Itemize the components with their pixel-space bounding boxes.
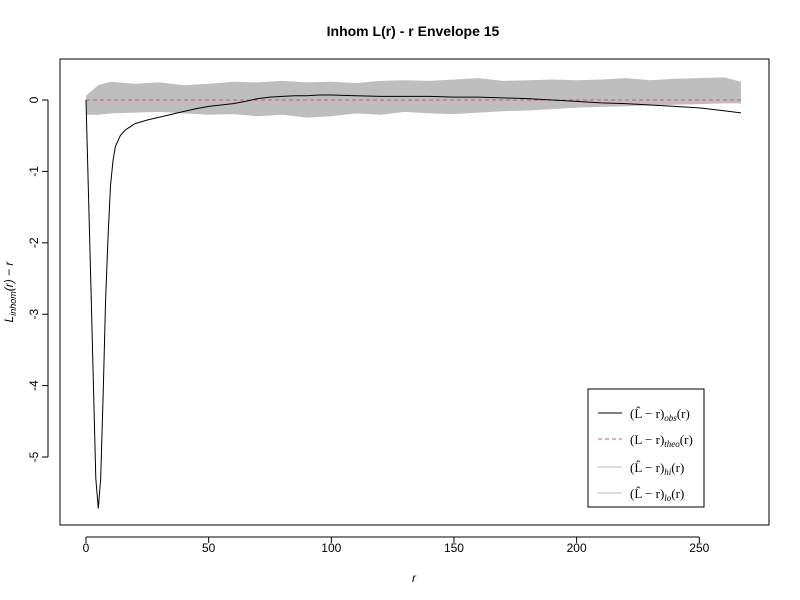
y-axis-label-main: L — [2, 316, 16, 323]
x-tick-label: 150 — [444, 541, 464, 555]
y-axis: 0 -1 -2 -3 -4 -5 — [27, 96, 49, 462]
series-line-hi — [85, 77, 742, 97]
x-tick-label: 250 — [689, 541, 709, 555]
y-tick-label: -1 — [27, 166, 41, 177]
chart-title: Inhom L(r) - r Envelope 15 — [327, 23, 500, 39]
x-tick-label: 200 — [567, 541, 587, 555]
series-line-lo — [86, 102, 741, 118]
y-axis-label-rest: (r) − r — [2, 261, 16, 292]
series-line-obs — [85, 94, 742, 509]
legend-box — [587, 388, 705, 508]
x-axis: 0 50 100 150 200 250 — [83, 536, 710, 555]
x-tick-label: 50 — [202, 541, 216, 555]
x-axis-label: r — [412, 571, 417, 585]
y-tick-label: -3 — [27, 309, 41, 320]
y-tick-label: -2 — [27, 237, 41, 248]
plot-frame — [59, 58, 770, 526]
legend-label-lo: (L̂ − r)lo(r) — [630, 486, 684, 503]
y-tick-label: -5 — [27, 451, 41, 462]
y-axis-label: Linhom(r) − r — [2, 261, 18, 323]
legend-label-theo: (L − r)theo(r) — [630, 432, 693, 449]
legend-label-obs: (L̂ − r)obs(r) — [630, 406, 690, 423]
envelope-band — [86, 77, 741, 118]
y-tick-label: -4 — [27, 380, 41, 391]
series-lines-layer — [85, 77, 742, 509]
y-axis-label-sub: inhom — [8, 291, 18, 316]
x-tick-label: 100 — [321, 541, 341, 555]
x-tick-label: 0 — [83, 541, 90, 555]
y-tick-label: 0 — [27, 96, 41, 103]
envelope-band-layer — [86, 77, 741, 118]
legend-label-hi: (L̂ − r)hi(r) — [630, 460, 684, 477]
legend: (L̂ − r)obs(r) (L − r)theo(r) (L̂ − r)hi(r… — [587, 388, 705, 508]
